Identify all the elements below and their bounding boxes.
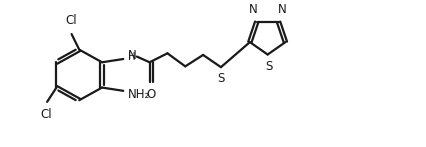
Text: S: S: [218, 72, 225, 85]
Text: N: N: [249, 3, 258, 16]
Text: NH₂: NH₂: [128, 88, 151, 101]
Text: S: S: [266, 60, 273, 73]
Text: Cl: Cl: [40, 108, 52, 121]
Text: O: O: [147, 88, 156, 101]
Text: H: H: [129, 52, 136, 62]
Text: Cl: Cl: [65, 14, 77, 27]
Text: N: N: [127, 49, 136, 62]
Text: N: N: [278, 3, 286, 16]
